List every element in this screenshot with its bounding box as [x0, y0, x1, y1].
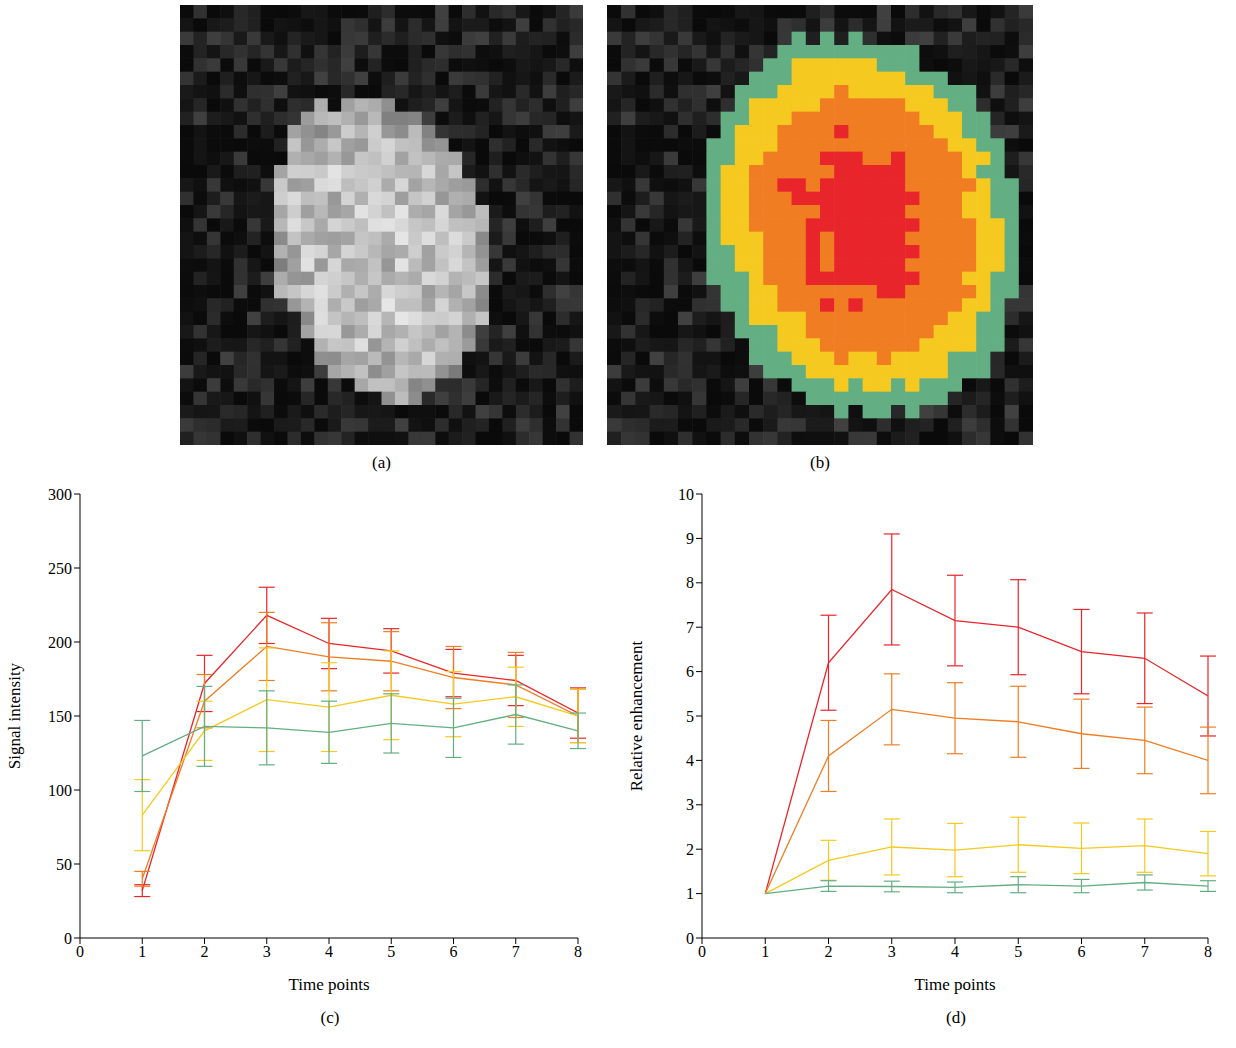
svg-text:250: 250 — [48, 560, 72, 577]
html-text:(a): (a) — [372, 453, 391, 472]
svg-text:3: 3 — [888, 943, 896, 960]
svg-text:7: 7 — [1141, 943, 1149, 960]
svg-text:3: 3 — [263, 943, 271, 960]
svg-text:100: 100 — [48, 782, 72, 799]
svg-text:5: 5 — [387, 943, 395, 960]
svg-text:0: 0 — [698, 943, 706, 960]
svg-text:0: 0 — [686, 930, 694, 947]
svg-text:6: 6 — [1078, 943, 1086, 960]
svg-text:2: 2 — [825, 943, 833, 960]
svg-text:4: 4 — [325, 943, 333, 960]
svg-text:10: 10 — [678, 486, 694, 503]
svg-text:Signal intensity: Signal intensity — [5, 662, 24, 769]
svg-text:4: 4 — [686, 752, 694, 769]
svg-text:0: 0 — [76, 943, 84, 960]
svg-text:5: 5 — [1014, 943, 1022, 960]
svg-text:8: 8 — [1204, 943, 1212, 960]
svg-text:50: 50 — [56, 856, 72, 873]
svg-text:8: 8 — [686, 574, 694, 591]
svg-text:9: 9 — [686, 530, 694, 547]
svg-text:6: 6 — [450, 943, 458, 960]
svg-text:3: 3 — [686, 796, 694, 813]
svg-text:150: 150 — [48, 708, 72, 725]
svg-text:5: 5 — [686, 708, 694, 725]
svg-text:1: 1 — [686, 885, 694, 902]
svg-text:2: 2 — [201, 943, 209, 960]
svg-text:8: 8 — [574, 943, 582, 960]
svg-text:7: 7 — [512, 943, 520, 960]
html-text:(b): (b) — [810, 453, 830, 472]
svg-text:Relative enhancement: Relative enhancement — [627, 640, 646, 791]
svg-text:300: 300 — [48, 486, 72, 503]
svg-text:Time points: Time points — [288, 975, 369, 994]
svg-text:7: 7 — [686, 619, 694, 636]
svg-text:6: 6 — [686, 663, 694, 680]
html-text:(c): (c) — [320, 1008, 340, 1027]
svg-text:2: 2 — [686, 841, 694, 858]
svg-text:200: 200 — [48, 634, 72, 651]
svg-text:4: 4 — [951, 943, 959, 960]
svg-text:1: 1 — [761, 943, 769, 960]
svg-text:1: 1 — [138, 943, 146, 960]
svg-text:0: 0 — [64, 930, 72, 947]
html-text:(d): (d) — [946, 1008, 966, 1027]
svg-text:Time points: Time points — [914, 975, 995, 994]
